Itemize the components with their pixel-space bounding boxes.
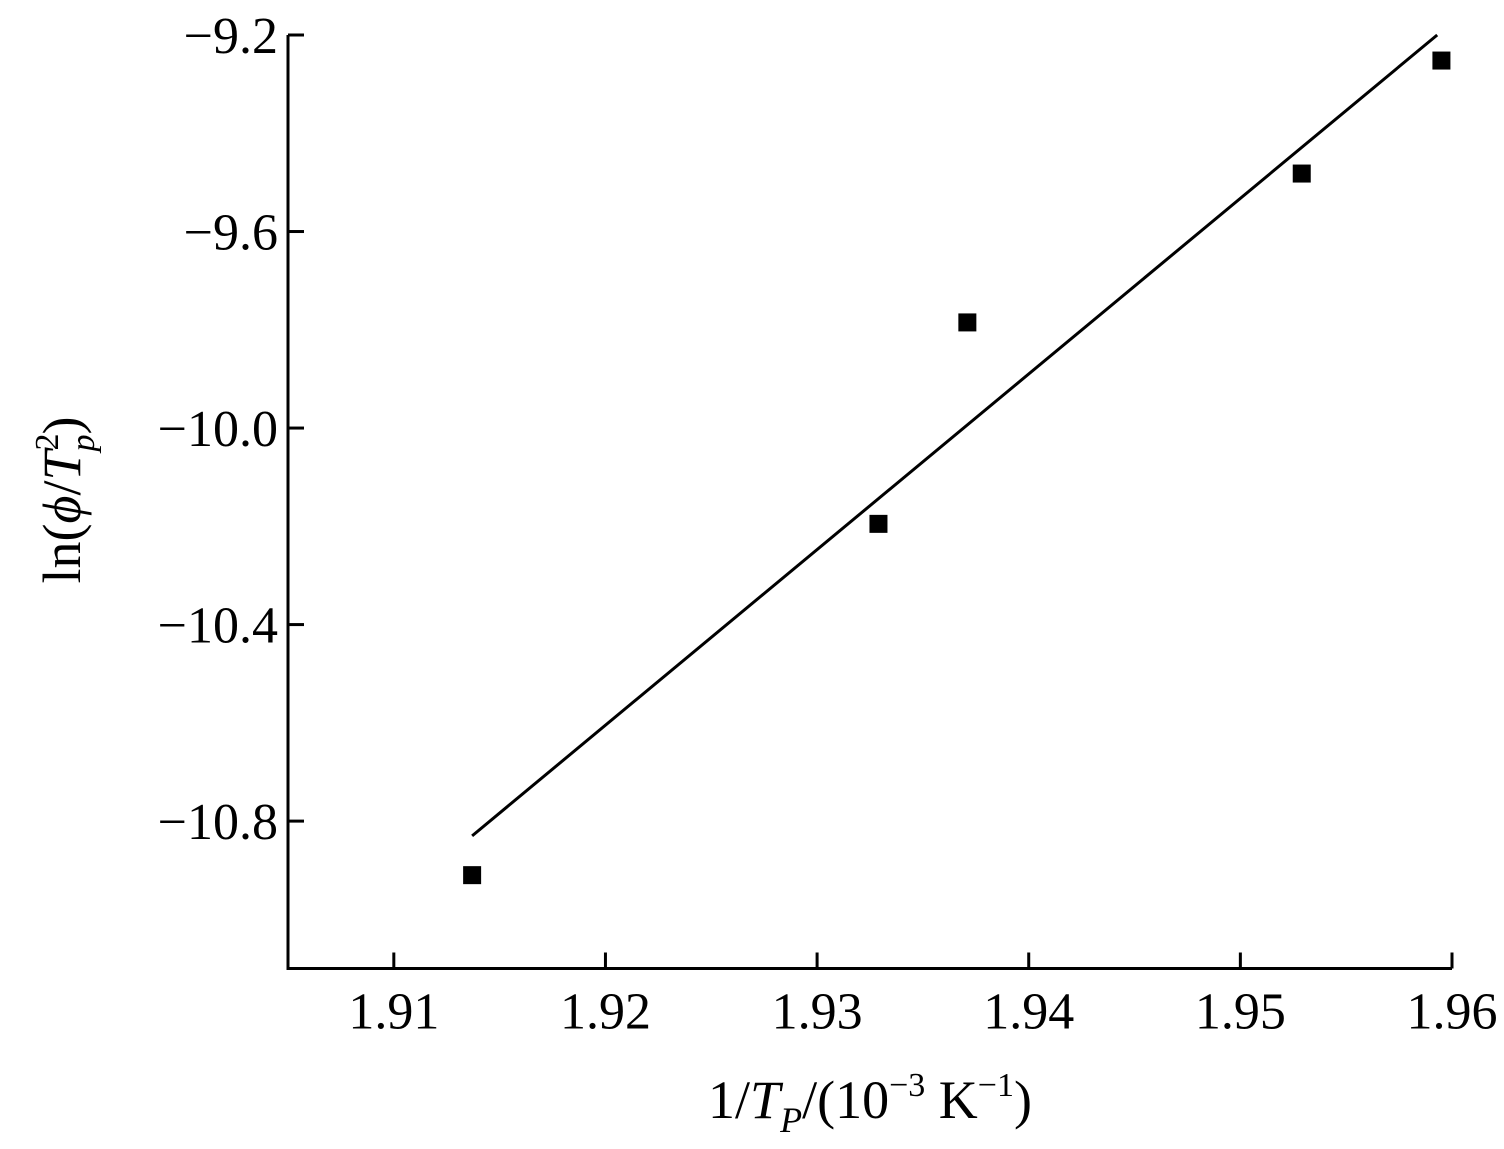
x-tick-label: 1.96 bbox=[1407, 984, 1498, 1041]
y-axis-title: ln(ϕ/T2p) bbox=[29, 417, 102, 584]
fit-line-group bbox=[471, 33, 1439, 837]
y-ticks: −9.2 −9.6 −10.0 −10.4 −10.8 bbox=[158, 8, 304, 851]
x-tick-label: 1.93 bbox=[772, 984, 863, 1041]
x-tick-label: 1.91 bbox=[348, 984, 439, 1041]
y-tick-label: −9.2 bbox=[184, 8, 278, 65]
data-point bbox=[869, 514, 888, 533]
x-ticks: 1.91 1.92 1.93 1.94 1.95 1.96 bbox=[348, 952, 1498, 1041]
x-tick-label: 1.94 bbox=[983, 984, 1074, 1041]
data-point bbox=[1432, 51, 1451, 70]
x-tick-label: 1.95 bbox=[1195, 984, 1286, 1041]
y-tick-label: −9.6 bbox=[184, 205, 278, 262]
y-tick-label: −10.4 bbox=[158, 598, 278, 655]
data-point bbox=[463, 866, 482, 885]
y-tick-label: −10.0 bbox=[158, 401, 278, 458]
data-point bbox=[1292, 164, 1311, 183]
axes bbox=[286, 35, 1452, 970]
y-tick-label: −10.8 bbox=[158, 794, 278, 851]
x-tick-label: 1.92 bbox=[560, 984, 651, 1041]
data-points bbox=[463, 51, 1451, 885]
data-point bbox=[958, 313, 977, 332]
fit-line bbox=[471, 33, 1439, 837]
x-axis-title: 1/TP/(10−3 K−1) bbox=[708, 1067, 1032, 1140]
